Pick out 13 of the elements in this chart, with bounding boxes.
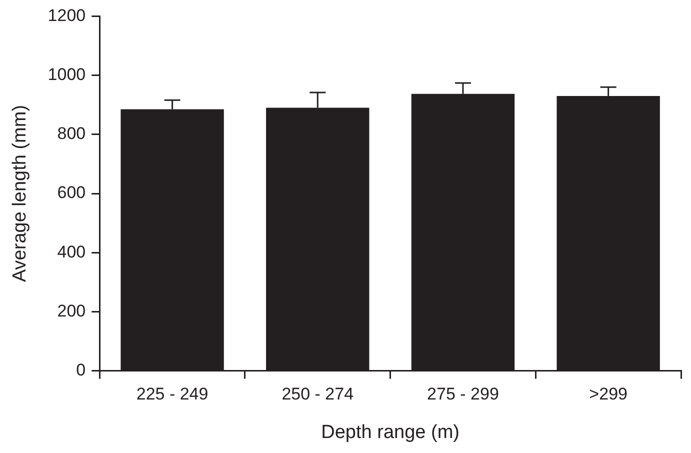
y-tick-label: 1200 xyxy=(48,6,86,25)
y-tick-label: 200 xyxy=(57,301,86,320)
x-tick-label: 225 - 249 xyxy=(136,384,208,404)
y-tick-label: 0 xyxy=(76,360,86,380)
y-tick-label: 1000 xyxy=(48,64,86,84)
x-axis-title: Depth range (m) xyxy=(321,422,460,443)
x-tick-label: 250 - 274 xyxy=(282,384,354,404)
y-tick-label: 400 xyxy=(57,242,86,262)
y-axis-title: Average length (mm) xyxy=(10,104,31,282)
y-tick-label: 800 xyxy=(57,124,86,144)
x-tick-label: 275 - 299 xyxy=(427,384,499,404)
y-tick-label: 600 xyxy=(57,183,86,202)
x-tick-label: >299 xyxy=(589,384,628,404)
